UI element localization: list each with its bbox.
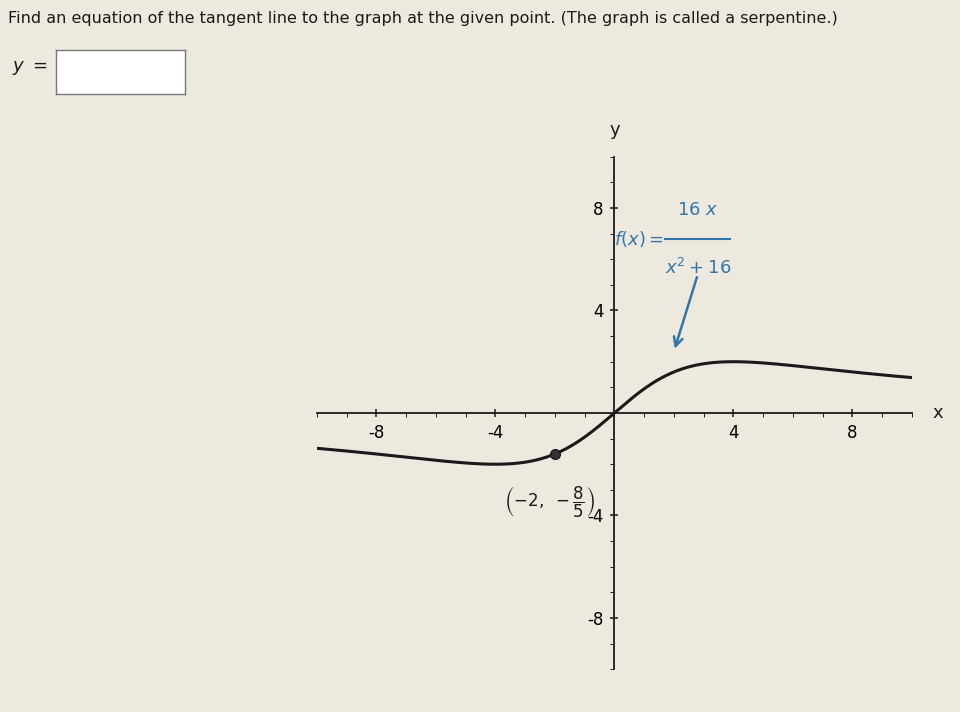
Text: $y\ =$: $y\ =$: [12, 58, 47, 77]
Text: y: y: [609, 121, 620, 139]
Text: $16\ x$: $16\ x$: [677, 201, 718, 219]
Text: x: x: [933, 404, 944, 422]
Text: $\left(-2,\ -\dfrac{8}{5}\right)$: $\left(-2,\ -\dfrac{8}{5}\right)$: [504, 485, 595, 520]
Text: $x^2 + 16$: $x^2 + 16$: [664, 258, 731, 278]
Text: $f(x) = $: $f(x) = $: [613, 229, 663, 248]
Text: Find an equation of the tangent line to the graph at the given point. (The graph: Find an equation of the tangent line to …: [8, 11, 837, 26]
